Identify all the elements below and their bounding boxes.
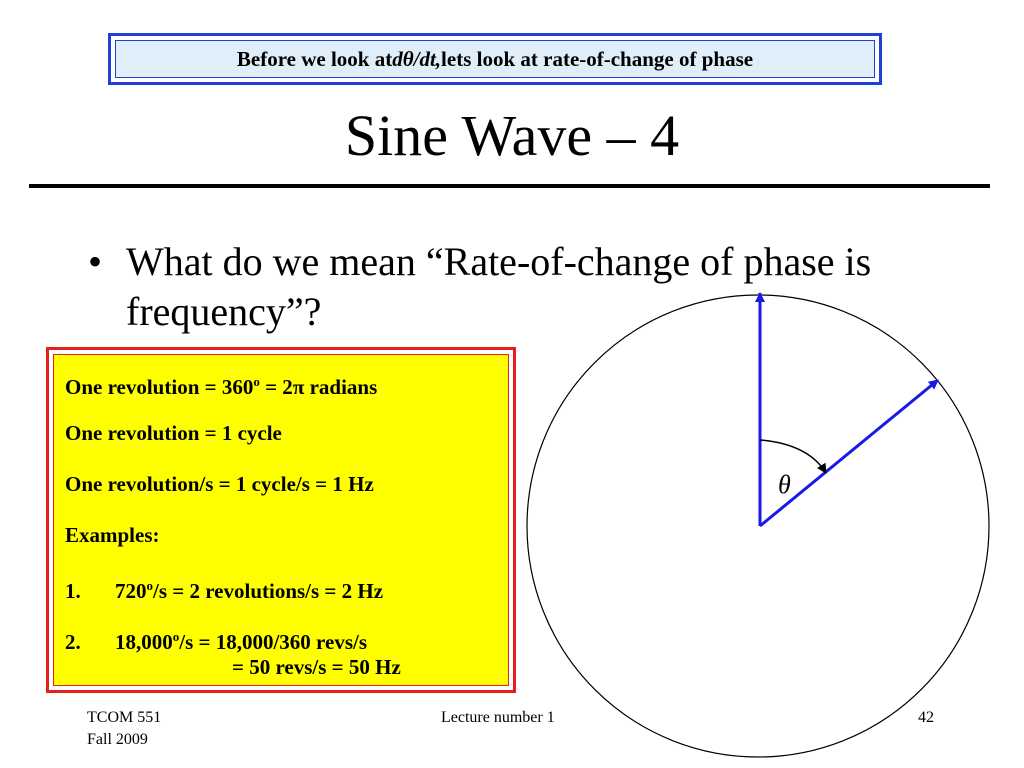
footer-term: Fall 2009 — [87, 731, 148, 748]
banner-prefix: Before we look at — [236, 46, 393, 71]
footer-course: TCOM 551 Fall 2009 — [87, 707, 161, 751]
info-box-inner: One revolution = 360o = 2π radians One r… — [53, 354, 509, 686]
banner-suffix: lets look at rate-of-change of phase — [441, 46, 754, 71]
revolution-degrees-line: One revolution = 360o = 2π radians — [65, 369, 377, 400]
example-1-sup: o — [146, 578, 154, 593]
bullet-text: What do we mean “Rate-of-change of phase… — [126, 239, 872, 334]
example-1-number: 1. — [65, 579, 81, 603]
example-2-number: 2. — [65, 630, 81, 654]
rotating-vector — [759, 378, 939, 528]
page-title: Sine Wave – 4 — [344, 103, 680, 168]
example-1-b: /s = 2 revolutions/s = 2 Hz — [153, 579, 384, 603]
page-number: 42 — [918, 709, 934, 726]
banner-box: Before we look at dθ/dt, lets look at ra… — [108, 33, 882, 85]
examples-label: Examples: — [65, 523, 160, 547]
pi-symbol: π — [292, 375, 305, 399]
example-1: 1. 720o/s = 2 revolutions/s = 2 Hz — [65, 573, 383, 604]
example-2: 2. 18,000o/s = 18,000/360 revs/s — [65, 624, 367, 655]
footer-lecture: Lecture number 1 — [441, 709, 555, 726]
rev-deg-a: One revolution = 360 — [65, 375, 254, 399]
example-1-a: 720 — [115, 579, 147, 603]
title-divider — [29, 184, 990, 188]
banner-math: dθ/dt, — [392, 46, 442, 71]
rev-deg-b: = 2 — [259, 375, 293, 399]
angle-arc — [759, 439, 827, 474]
bullet-dot-icon: • — [88, 239, 103, 284]
example-2-continuation: = 50 revs/s = 50 Hz — [232, 655, 401, 679]
theta-label: θ — [778, 470, 791, 499]
example-2-a: 18,000 — [115, 630, 173, 654]
banner-text: Before we look at dθ/dt, lets look at ra… — [115, 40, 875, 78]
unit-circle — [526, 294, 990, 758]
degree-sup: o — [253, 374, 260, 389]
example-2-b: /s = 18,000/360 revs/s — [179, 630, 367, 654]
footer-course-name: TCOM 551 — [87, 709, 162, 726]
info-box: One revolution = 360o = 2π radians One r… — [46, 347, 516, 693]
revolution-hz-line: One revolution/s = 1 cycle/s = 1 Hz — [65, 472, 374, 496]
rev-deg-c: radians — [304, 375, 378, 399]
revolution-cycle-line: One revolution = 1 cycle — [65, 421, 282, 445]
example-2-sup: o — [172, 629, 180, 644]
